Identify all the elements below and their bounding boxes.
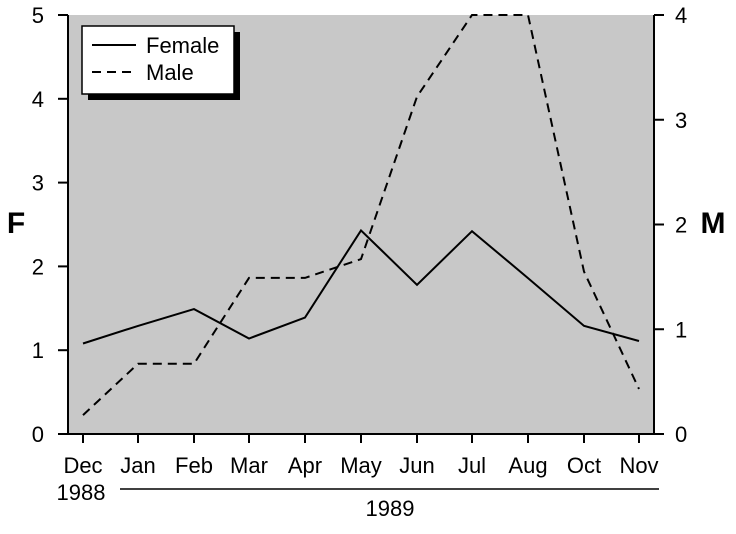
x-axis-tick-label: Feb bbox=[175, 453, 213, 478]
x-axis-tick-label: Dec bbox=[63, 453, 102, 478]
x-axis-tick-label: Nov bbox=[619, 453, 658, 478]
legend-label-male: Male bbox=[146, 60, 194, 85]
series-line-male bbox=[82, 14, 640, 416]
legend-box bbox=[81, 25, 235, 95]
right-axis-tick-label: 0 bbox=[675, 422, 687, 447]
x-axis-group-label: 1989 bbox=[366, 496, 415, 521]
left-axis-tick-label: 5 bbox=[32, 3, 44, 28]
right-axis-tick-label: 3 bbox=[675, 108, 687, 133]
right-axis-tick-label: 4 bbox=[675, 3, 687, 28]
x-axis-tick-label: Aug bbox=[508, 453, 547, 478]
left-axis-tick-label: 3 bbox=[32, 171, 44, 196]
x-axis-tick-label: Jun bbox=[399, 453, 434, 478]
right-axis-title: M bbox=[701, 207, 726, 240]
left-axis-tick-label: 0 bbox=[32, 422, 44, 447]
x-axis-tick-label: Apr bbox=[288, 453, 322, 478]
legend-label-female: Female bbox=[146, 33, 219, 58]
x-axis-tick-label: Jan bbox=[120, 453, 155, 478]
x-axis-tick-label: Oct bbox=[567, 453, 601, 478]
left-axis-tick-label: 2 bbox=[32, 254, 44, 279]
left-axis-tick-label: 4 bbox=[32, 87, 44, 112]
left-axis-title: F bbox=[7, 207, 25, 240]
x-axis-tick-label: May bbox=[340, 453, 382, 478]
right-axis-tick-label: 2 bbox=[675, 213, 687, 238]
right-axis-tick-label: 1 bbox=[675, 317, 687, 342]
left-axis-tick-label: 1 bbox=[32, 338, 44, 363]
x-axis-tick-label: Mar bbox=[230, 453, 268, 478]
x-axis-year-label: 1988 bbox=[57, 480, 106, 505]
x-axis-tick-label: Jul bbox=[458, 453, 486, 478]
series-line-female bbox=[82, 228, 640, 345]
